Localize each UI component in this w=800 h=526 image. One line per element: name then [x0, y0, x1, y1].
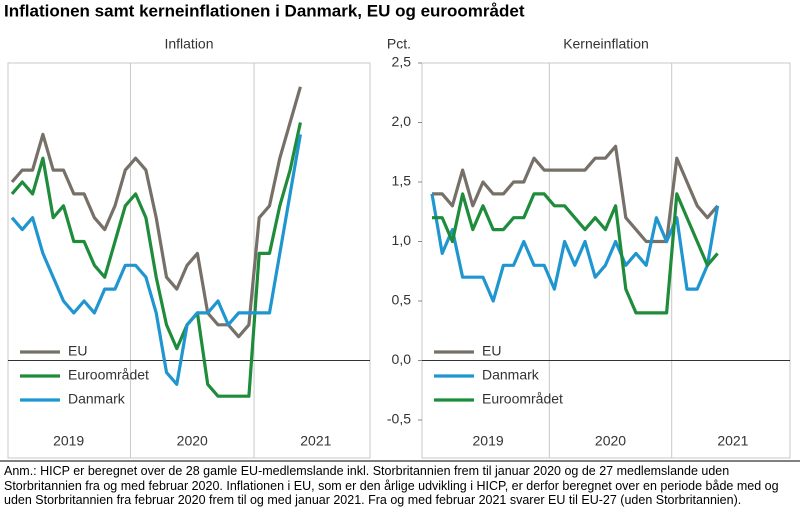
- x-group-label: 2021: [717, 433, 748, 449]
- legend-label: Euroområdet: [68, 367, 149, 383]
- y-tick-label: 1,5: [392, 173, 412, 189]
- line-series: [430, 193, 720, 303]
- legend-label: EU: [482, 343, 501, 359]
- y-axis-label: Pct.: [387, 36, 411, 52]
- legend-label: EU: [68, 343, 87, 359]
- line-series: [10, 86, 302, 339]
- plot-frame: [421, 62, 791, 459]
- line-series: [10, 122, 302, 398]
- x-group-label: 2019: [473, 433, 504, 449]
- x-group-label: 2020: [177, 433, 208, 449]
- x-group-label: 2019: [53, 433, 84, 449]
- line-series: [432, 144, 719, 244]
- panel-title: Inflation: [164, 36, 213, 52]
- chart-title: Inflationen samt kerneinflationen i Danm…: [4, 1, 525, 20]
- legend-label: Danmark: [68, 391, 126, 407]
- plot-frame: [7, 62, 371, 459]
- line-series: [10, 134, 302, 386]
- note: Anm.: HICP er beregnet over de 28 gamle …: [4, 464, 779, 507]
- line-series: [432, 192, 719, 315]
- y-tick-label: 1,0: [392, 232, 412, 248]
- chart: Inflationen samt kerneinflationen i Danm…: [0, 1, 800, 462]
- y-tick-label: 2,0: [392, 113, 412, 129]
- y-tick-label: 2,5: [392, 54, 412, 70]
- panel-title: Kerneinflation: [563, 36, 649, 52]
- y-tick-label: 0,0: [392, 351, 412, 367]
- legend-label: Euroområdet: [482, 391, 563, 407]
- legend-label: Danmark: [482, 367, 540, 383]
- x-group-label: 2021: [300, 433, 331, 449]
- x-group-label: 2020: [595, 433, 626, 449]
- y-tick-label: 0,5: [392, 292, 412, 308]
- y-tick-label: -0,5: [387, 411, 411, 427]
